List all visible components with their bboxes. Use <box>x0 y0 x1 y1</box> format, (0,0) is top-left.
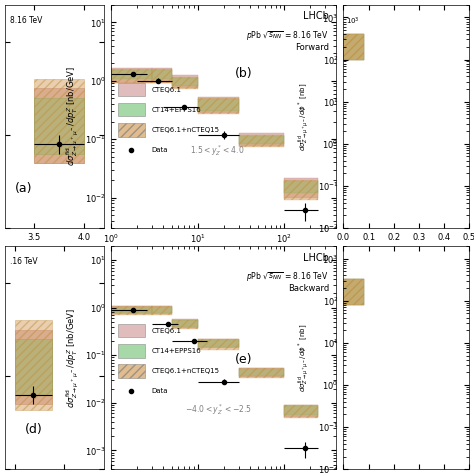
Bar <box>198 98 239 114</box>
Bar <box>198 97 239 113</box>
Text: Backward: Backward <box>288 284 329 293</box>
Bar <box>343 280 364 305</box>
FancyBboxPatch shape <box>118 83 145 96</box>
Bar <box>343 34 364 60</box>
X-axis label: $\phi^*$: $\phi^*$ <box>400 247 412 262</box>
Text: (b): (b) <box>235 67 252 80</box>
Bar <box>152 68 172 83</box>
Text: CTEQ6.1: CTEQ6.1 <box>152 87 182 92</box>
Bar <box>111 306 152 314</box>
Bar <box>284 181 318 193</box>
Bar <box>172 75 198 88</box>
Bar <box>15 339 52 395</box>
Bar <box>152 307 172 313</box>
Bar <box>152 70 172 80</box>
Text: LHCb: LHCb <box>303 253 329 263</box>
Bar <box>239 369 284 376</box>
Text: CT14+EPPS16: CT14+EPPS16 <box>152 348 201 354</box>
Text: (e): (e) <box>235 353 252 366</box>
Text: CT14+EPPS16: CT14+EPPS16 <box>152 107 201 113</box>
Y-axis label: $d\sigma^{\mathrm{fid}}_{Z\to\mu^+\mu^-}/d\phi^*$ [nb]: $d\sigma^{\mathrm{fid}}_{Z\to\mu^+\mu^-}… <box>297 323 312 392</box>
Bar <box>35 89 84 163</box>
Bar <box>172 320 198 327</box>
X-axis label: $y_Z^*$: $y_Z^*$ <box>48 247 60 263</box>
Text: CTEQ6.1+nCTEQ15: CTEQ6.1+nCTEQ15 <box>152 368 219 374</box>
Text: $p$Pb $\sqrt{s_{NN}}$ = 8.16 TeV: $p$Pb $\sqrt{s_{NN}}$ = 8.16 TeV <box>246 271 329 284</box>
Bar <box>172 319 198 328</box>
Text: 8.16 TeV: 8.16 TeV <box>9 16 42 25</box>
Text: $-4.0 < y_Z^* < -2.5$: $-4.0 < y_Z^* < -2.5$ <box>185 402 252 417</box>
Bar <box>239 368 284 377</box>
Bar <box>152 69 172 83</box>
Text: Data: Data <box>152 147 168 153</box>
Bar <box>239 134 284 146</box>
X-axis label: $p_{\mathrm{T}}^Z$ [GeV]: $p_{\mathrm{T}}^Z$ [GeV] <box>201 251 246 268</box>
Bar <box>198 340 239 347</box>
Y-axis label: $d\sigma^{\mathrm{fid}}_{Z\to\mu^+\mu^-}/dp_T^Z$ [nb/GeV]: $d\sigma^{\mathrm{fid}}_{Z\to\mu^+\mu^-}… <box>64 66 80 166</box>
Bar <box>15 320 52 410</box>
Bar <box>343 280 364 305</box>
Bar <box>343 280 364 305</box>
Bar <box>15 330 52 404</box>
FancyBboxPatch shape <box>118 103 145 117</box>
Y-axis label: $d\sigma^{\mathrm{fid}}_{Z\to\mu^+\mu^-}/dp_T^Z$ [nb/GeV]: $d\sigma^{\mathrm{fid}}_{Z\to\mu^+\mu^-}… <box>64 308 80 408</box>
Bar <box>343 34 364 60</box>
FancyBboxPatch shape <box>118 365 145 378</box>
Y-axis label: $d\sigma^{\mathrm{fid}}_{Z\to\mu^+\mu^-}/d\phi^*$ [nb]: $d\sigma^{\mathrm{fid}}_{Z\to\mu^+\mu^-}… <box>297 82 312 151</box>
Text: LHCb: LHCb <box>303 11 329 21</box>
Text: $1.5 < y_Z^* < 4.0$: $1.5 < y_Z^* < 4.0$ <box>190 143 244 158</box>
Text: $p$Pb $\sqrt{s_{NN}}$ = 8.16 TeV: $p$Pb $\sqrt{s_{NN}}$ = 8.16 TeV <box>246 29 329 43</box>
Bar <box>35 79 84 163</box>
Bar <box>152 306 172 314</box>
Bar <box>172 78 198 86</box>
Bar <box>343 34 364 60</box>
Bar <box>239 135 284 147</box>
Bar <box>111 307 152 313</box>
Bar <box>111 68 152 83</box>
Text: CTEQ6.1+nCTEQ15: CTEQ6.1+nCTEQ15 <box>152 127 219 133</box>
FancyBboxPatch shape <box>118 324 145 337</box>
Text: CTEQ6.1: CTEQ6.1 <box>152 328 182 334</box>
Bar <box>111 69 152 83</box>
FancyBboxPatch shape <box>118 123 145 137</box>
Bar <box>284 180 318 200</box>
Text: $10^3$: $10^3$ <box>346 16 360 27</box>
Text: (d): (d) <box>25 423 42 436</box>
Bar <box>284 178 318 198</box>
Bar <box>284 406 318 415</box>
Bar <box>35 98 84 154</box>
Text: Forward: Forward <box>295 43 329 52</box>
Bar <box>284 405 318 417</box>
Bar <box>172 76 198 89</box>
FancyBboxPatch shape <box>118 344 145 357</box>
Bar <box>152 306 172 315</box>
Bar <box>284 405 318 418</box>
Bar <box>172 320 198 329</box>
Text: .16 TeV: .16 TeV <box>9 257 37 266</box>
Bar <box>239 136 284 144</box>
Text: (a): (a) <box>15 182 32 194</box>
Bar <box>239 368 284 378</box>
Bar <box>198 100 239 111</box>
Bar <box>198 339 239 348</box>
Bar <box>111 70 152 80</box>
Text: Data: Data <box>152 388 168 394</box>
Bar <box>111 306 152 315</box>
Bar <box>198 339 239 350</box>
